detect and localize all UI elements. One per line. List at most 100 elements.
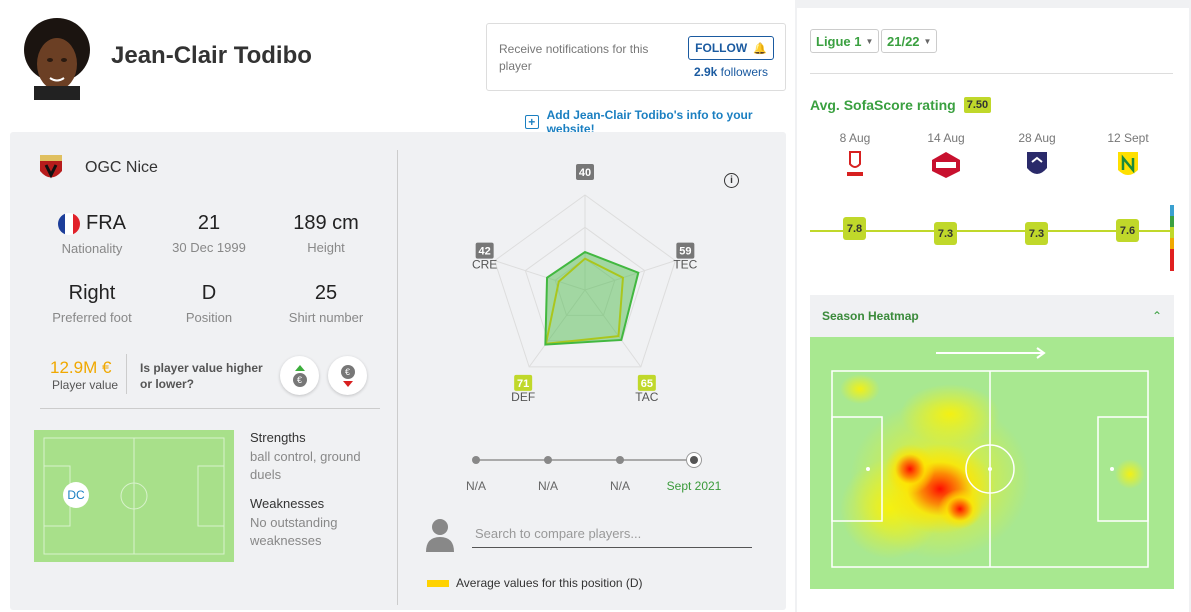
radar-value-badge (576, 164, 594, 180)
nantes-crest-icon[interactable] (1116, 150, 1140, 180)
value-divider (126, 354, 127, 394)
birthdate-label: 30 Dec 1999 (172, 240, 246, 255)
divider (40, 408, 380, 409)
age-value: 21 (197, 212, 221, 234)
euro-icon: € (292, 372, 307, 387)
lille-crest-icon[interactable] (930, 151, 962, 179)
stats-card: OGC Nice FRA Nationality 21 30 Dec 1999 … (10, 132, 786, 610)
heatmap-header[interactable]: Season Heatmap ⌃ (810, 295, 1174, 337)
season-value: 21/22 (887, 33, 920, 49)
radar-value: 40 (579, 167, 591, 179)
radar-value-badge (676, 242, 695, 259)
nationality-block: FRA Nationality (32, 212, 152, 256)
nationality-label: Nationality (61, 241, 123, 256)
foot-value: Right (68, 282, 116, 304)
euro-icon: € (340, 364, 355, 379)
radar-axis (494, 260, 586, 291)
height-value: 189 cm (293, 212, 359, 234)
match-date: 28 Aug (1018, 131, 1056, 145)
league-dropdown[interactable]: Ligue 1 ▼ (810, 29, 880, 53)
radar-player-series (544, 250, 640, 346)
reims-crest-icon[interactable] (844, 150, 866, 180)
match-date: 14 Aug (927, 131, 965, 145)
attribute-radar: 40ATT59TEC65TAC71DEF42CRE (450, 147, 720, 432)
arrow-up-icon (294, 364, 305, 371)
radar-grid (524, 226, 646, 342)
followers-number: 2.9k (693, 65, 718, 79)
radar-axis-label: TAC (635, 390, 658, 404)
chevron-up-icon: ⌃ (1151, 309, 1162, 323)
radar-average-series (544, 257, 624, 345)
shirt-label: Shirt number (288, 310, 364, 325)
attack-direction-arrow (936, 346, 1048, 359)
match-rating-chip[interactable]: 7.6 (1116, 219, 1139, 242)
radar-value-badge (475, 242, 494, 259)
heatmap-section: Season Heatmap ⌃ (810, 295, 1174, 589)
notification-text: Receive notifications for this player (499, 42, 649, 73)
match-rating-chip[interactable]: 7.8 (843, 217, 866, 240)
height-block: 189 cm Height (266, 212, 386, 255)
position-block: D Position (149, 282, 269, 325)
match-date: 12 Sept (1107, 131, 1149, 145)
average-legend-swatch (427, 580, 449, 587)
timeline-dot[interactable] (472, 456, 480, 464)
shirt-block: 25 Shirt number (266, 282, 386, 325)
radar-axis-label: TEC (673, 258, 697, 272)
rating-line (810, 230, 1170, 232)
divider (397, 150, 398, 605)
value-question: Is player value higher or lower? (140, 361, 263, 391)
chevron-down-icon: ▼ (923, 36, 932, 46)
season-dropdown[interactable]: 21/22 ▼ (881, 29, 938, 53)
player-main-panel: Jean-Clair Todibo Receive notifications … (0, 0, 795, 612)
radar-value: 65 (641, 378, 653, 390)
rating-title: Avg. SofaScore rating 7.50 (810, 97, 992, 113)
strengths-title: Strengths (250, 430, 306, 445)
timeline-label-active: Sept 2021 (666, 479, 722, 493)
timeline-dot-active[interactable] (686, 452, 702, 468)
compare-search-input[interactable]: Search to compare players... (472, 526, 752, 548)
radar-value: 42 (479, 246, 491, 258)
compare-avatar-icon (425, 516, 455, 552)
info-icon[interactable]: i (724, 173, 739, 188)
value-higher-button[interactable]: € (280, 356, 319, 395)
heatmap-title: Season Heatmap (822, 309, 919, 323)
radar-grid (554, 258, 616, 316)
heatmap-pitch (830, 369, 1150, 569)
player-value-amount: 12.9M € (50, 358, 112, 377)
divider (810, 73, 1173, 74)
radar-value-badge (514, 374, 533, 391)
match-rating-chip[interactable]: 7.3 (934, 222, 957, 245)
foot-block: Right Preferred foot (32, 282, 152, 325)
plus-icon: + (525, 115, 539, 129)
radar-axis (584, 260, 676, 291)
weaknesses-title: Weaknesses (250, 496, 325, 511)
foot-label: Preferred foot (52, 310, 132, 325)
arrow-down-icon (342, 380, 353, 387)
follow-button[interactable]: FOLLOW 🔔 (688, 36, 774, 60)
rating-scale (1170, 205, 1174, 271)
france-flag-icon (58, 212, 80, 235)
position-value: D (201, 282, 217, 304)
age-block: 21 30 Dec 1999 (149, 212, 269, 255)
radar-value: 71 (517, 378, 529, 390)
radar-axis (584, 289, 642, 368)
timeline-dot[interactable] (616, 456, 624, 464)
player-avatar (12, 8, 102, 100)
match-rating-chip[interactable]: 7.3 (1025, 222, 1048, 245)
timeline-label: N/A (609, 479, 630, 493)
shirt-value: 25 (314, 282, 338, 304)
value-lower-button[interactable]: € (328, 356, 367, 395)
rating-badge: 7.50 (963, 97, 992, 113)
radar-grid (494, 194, 676, 368)
player-name: Jean-Clair Todibo (111, 42, 312, 69)
timeline-track (476, 459, 694, 461)
notification-box: Receive notifications for this player FO… (486, 23, 786, 91)
season-panel: Ligue 1 ▼ 21/22 ▼ Avg. SofaScore rating 7.… (797, 8, 1189, 612)
radar-value: 59 (679, 246, 691, 258)
bordeaux-crest-icon[interactable] (1025, 150, 1049, 180)
radar-value-badge (637, 374, 656, 391)
timeline-label: N/A (537, 479, 558, 493)
team-name[interactable]: OGC Nice (85, 159, 158, 176)
timeline-dot[interactable] (544, 456, 552, 464)
radar-axis-label: CRE (472, 258, 497, 272)
